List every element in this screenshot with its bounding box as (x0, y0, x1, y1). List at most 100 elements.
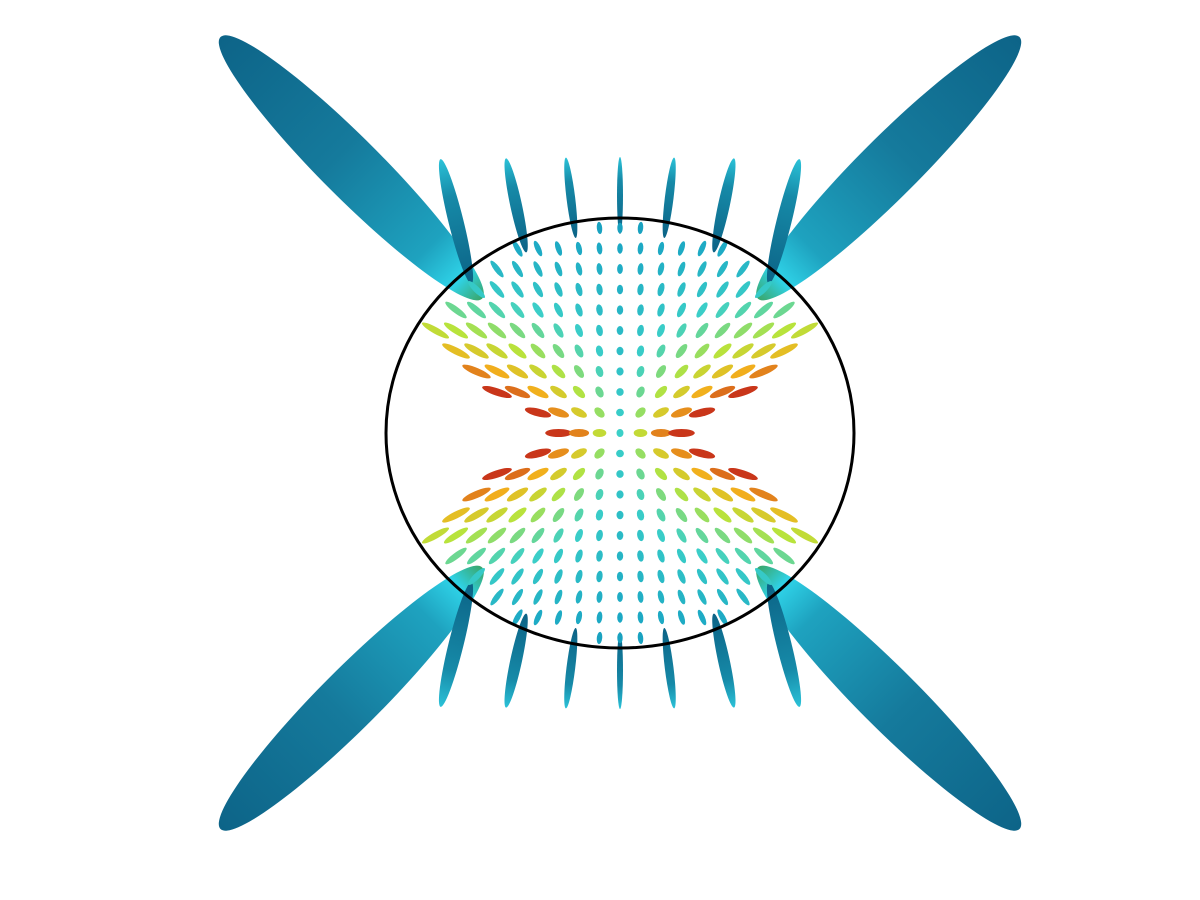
inner-glyph (637, 591, 644, 603)
inner-glyph (616, 367, 624, 376)
inner-glyph (735, 281, 751, 298)
inner-glyph (616, 490, 624, 499)
inner-glyph (464, 507, 489, 523)
inner-glyph (770, 343, 798, 359)
inner-glyph (732, 343, 754, 359)
inner-glyph (637, 550, 644, 562)
inner-glyph (677, 610, 686, 625)
inner-glyph (596, 611, 603, 624)
inner-glyph (676, 302, 687, 318)
inner-glyph (754, 301, 773, 319)
inner-glyph (442, 507, 470, 523)
inner-glyph (467, 547, 486, 565)
inner-glyph (773, 547, 795, 565)
inner-glyph (617, 632, 623, 644)
inner-glyph (711, 364, 734, 379)
inner-glyph (504, 467, 531, 481)
inner-glyph (635, 407, 646, 418)
inner-glyph (728, 467, 758, 481)
inner-glyph (654, 385, 668, 399)
inner-glyph (616, 510, 624, 520)
inner-glyph (489, 568, 505, 585)
spike-glyph (438, 582, 474, 707)
inner-glyph (592, 429, 607, 437)
inner-glyph (714, 527, 731, 544)
inner-glyph (697, 240, 707, 257)
inner-glyph (736, 588, 750, 606)
inner-glyph (462, 364, 491, 379)
inner-glyph (636, 345, 645, 357)
inner-glyph (552, 343, 565, 359)
inner-glyph (637, 242, 644, 255)
spike-glyph (564, 628, 578, 709)
inner-glyph (488, 301, 506, 319)
inner-glyph (655, 365, 667, 378)
inner-glyph (465, 322, 488, 339)
inner-glyph (695, 527, 709, 544)
inner-glyph (673, 467, 690, 481)
inner-glyph (554, 241, 563, 256)
inner-glyph (554, 589, 563, 605)
inner-glyph (575, 303, 583, 317)
inner-glyph (490, 260, 504, 278)
inner-glyph (596, 631, 603, 645)
boundary-circle (384, 216, 856, 650)
inner-glyph (574, 344, 584, 358)
inner-glyph (755, 281, 772, 298)
inner-glyph (654, 467, 668, 481)
inner-glyph (550, 385, 567, 399)
spike-glyph (766, 582, 802, 707)
inner-glyph (486, 507, 508, 523)
inner-glyph (734, 301, 752, 319)
inner-glyph (575, 282, 583, 297)
inner-glyph (715, 548, 730, 564)
inner-glyph (553, 528, 564, 543)
inner-glyph (696, 281, 708, 298)
inner-glyph (736, 260, 750, 278)
inner-glyph (637, 221, 644, 235)
inner-glyph (487, 527, 507, 544)
inner-glyph (482, 385, 512, 399)
inner-glyph (616, 408, 624, 417)
beam-glyph-1 (218, 35, 484, 301)
inner-glyph (670, 407, 693, 418)
inner-glyph (688, 448, 716, 459)
inner-glyph (656, 344, 666, 358)
inner-glyph (532, 302, 544, 318)
spike-glyph (712, 613, 736, 708)
inner-glyph (529, 487, 547, 502)
inner-glyph (637, 304, 644, 316)
inner-glyph (636, 488, 645, 501)
inner-glyph (509, 322, 526, 339)
inner-glyph (637, 529, 644, 542)
inner-glyph (677, 589, 686, 605)
inner-glyph (691, 467, 713, 481)
inner-glyph (533, 261, 543, 277)
inner-glyph (716, 281, 729, 298)
inner-glyph (524, 448, 552, 459)
inner-glyph (730, 487, 756, 502)
inner-glyph (697, 589, 707, 605)
inner-glyph (596, 529, 603, 542)
inner-glyph (650, 429, 672, 437)
inner-glyph (490, 588, 504, 606)
spike-glyph (617, 157, 623, 234)
inner-glyph (533, 589, 543, 605)
inner-glyph (616, 571, 624, 582)
inner-glyph (617, 264, 623, 274)
inner-glyph (551, 364, 566, 379)
inner-glyph (754, 547, 773, 565)
spike-glyph (712, 158, 736, 253)
inner-glyph (733, 527, 753, 544)
inner-glyph (657, 528, 665, 543)
inner-glyph (657, 303, 665, 317)
spike-glyph (438, 159, 474, 284)
inner-glyph (547, 407, 570, 418)
inner-glyph (770, 507, 798, 523)
inner-glyph (730, 364, 756, 379)
inner-glyph (568, 429, 590, 437)
inner-glyph (465, 527, 488, 544)
inner-glyph (594, 407, 605, 418)
inner-glyph (571, 448, 587, 459)
